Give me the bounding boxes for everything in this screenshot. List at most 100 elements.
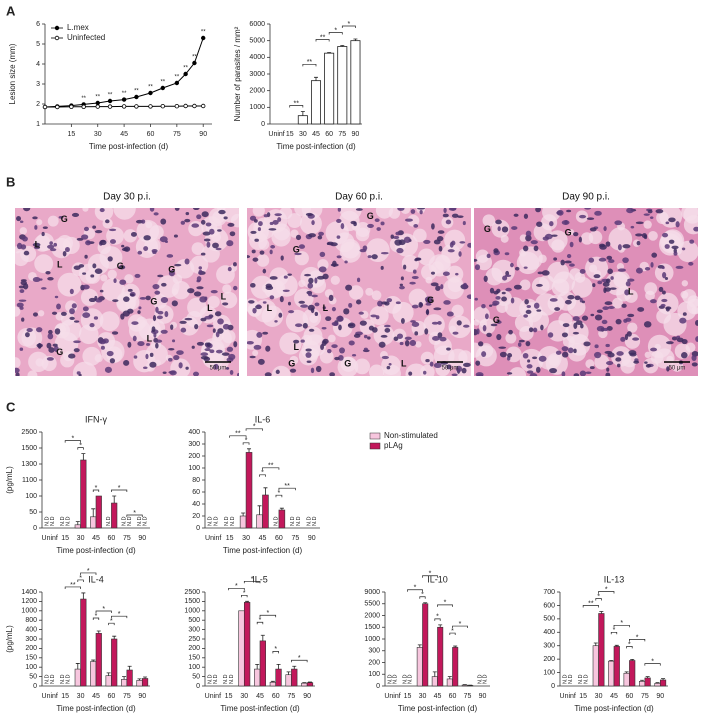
nucleus: [455, 272, 459, 276]
nucleus: [317, 235, 323, 240]
vacuole: [420, 364, 435, 376]
value-label: N.D: [60, 517, 66, 527]
value-label: N.D: [230, 517, 236, 527]
bar: [437, 626, 444, 687]
significance-bracket: [302, 63, 317, 67]
x-axis-label: Time post-infection (d): [220, 704, 300, 713]
y-tick-label: 50: [29, 673, 37, 680]
error-bar: [143, 676, 148, 679]
significance-label: *: [95, 613, 98, 620]
y-tick-label: 150: [25, 655, 37, 662]
nucleus: [606, 255, 613, 260]
nucleus: [417, 208, 425, 210]
nucleus: [340, 223, 345, 230]
vacuole: [54, 331, 79, 356]
nucleus: [233, 262, 237, 267]
nucleus: [673, 251, 678, 256]
x-tick-label: 60: [626, 693, 634, 700]
nucleus: [377, 300, 383, 307]
significance-label: *: [118, 485, 121, 492]
nucleus: [523, 314, 529, 318]
nucleus: [325, 316, 332, 322]
nucleus: [530, 240, 538, 245]
nucleus: [83, 226, 89, 232]
bar: [90, 516, 97, 529]
nucleus: [436, 236, 444, 242]
nucleus: [371, 254, 378, 260]
nucleus: [196, 276, 202, 282]
nucleus: [561, 332, 568, 338]
nucleus: [99, 339, 107, 345]
significance-bracket: [278, 487, 296, 491]
nucleus: [635, 233, 643, 237]
scale-bar-label: 50 μm: [442, 366, 459, 372]
vacuole: [644, 351, 652, 359]
vacuole: [285, 309, 309, 333]
nucleus: [425, 302, 432, 306]
x-tick-label: 75: [173, 131, 181, 138]
nucleus: [457, 215, 464, 219]
nucleus: [668, 217, 676, 223]
error-bar: [260, 634, 265, 641]
nucleus: [268, 228, 277, 231]
x-tick-label: 30: [419, 693, 427, 700]
nucleus: [264, 372, 272, 376]
nucleus: [206, 241, 211, 248]
x-tick-label: 30: [77, 535, 85, 542]
nucleus: [64, 246, 70, 253]
value-label: N.D: [208, 517, 214, 527]
nucleus: [502, 275, 508, 281]
nucleus: [168, 357, 173, 362]
vacuole: [136, 219, 160, 243]
nucleus: [495, 320, 502, 324]
nucleus: [486, 332, 492, 338]
nucleus: [200, 355, 209, 360]
nucleus: [81, 234, 89, 240]
nucleus: [173, 354, 180, 361]
nucleus: [259, 250, 265, 255]
cell-marker: L: [147, 333, 153, 343]
y-tick-label: 5500: [364, 601, 380, 608]
nucleus: [15, 372, 20, 376]
nucleus: [665, 307, 670, 312]
cell-marker: G: [150, 296, 157, 306]
x-tick-label: 90: [303, 693, 311, 700]
nucleus: [137, 250, 143, 255]
nucleus: [433, 362, 442, 368]
x-tick-label: 45: [92, 535, 100, 542]
significance-label: *: [110, 618, 113, 625]
value-label: N.D: [50, 675, 56, 685]
nucleus: [149, 361, 157, 368]
nucleus: [212, 242, 219, 249]
nucleus: [321, 327, 327, 330]
nucleus: [671, 245, 679, 250]
legend-swatch: [369, 442, 381, 450]
value-label: N.D: [65, 675, 71, 685]
nucleus: [482, 324, 487, 332]
nucleus: [400, 276, 404, 281]
nucleus: [605, 343, 610, 348]
nucleus: [676, 337, 684, 343]
nucleus: [433, 307, 442, 311]
nucleus: [248, 300, 255, 304]
y-tick-label: 500: [543, 616, 555, 623]
nucleus: [198, 269, 203, 275]
legend-label: Non-stimulated: [384, 431, 438, 440]
vacuole: [189, 255, 209, 274]
vacuole: [319, 349, 334, 364]
nucleus: [668, 239, 675, 244]
nucleus: [174, 208, 180, 211]
nucleus: [222, 323, 230, 330]
nucleus: [351, 354, 357, 357]
nucleus: [359, 320, 367, 326]
cell-marker: L: [221, 291, 227, 301]
nucleus: [23, 208, 31, 212]
y-tick-label: 1300: [21, 461, 37, 468]
nucleus: [265, 345, 271, 352]
nucleus: [257, 358, 265, 365]
significance-label: *: [133, 510, 136, 517]
error-bar: [257, 505, 262, 515]
nucleus: [178, 362, 183, 369]
significance-label: **: [81, 96, 86, 102]
nucleus: [214, 311, 222, 317]
